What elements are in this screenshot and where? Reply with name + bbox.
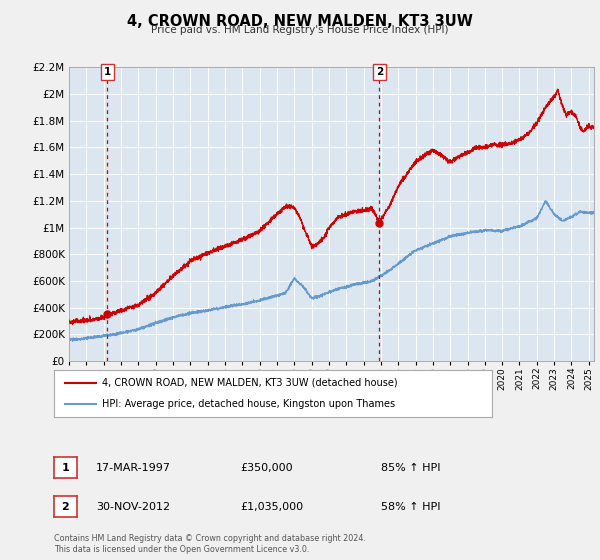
Text: HPI: Average price, detached house, Kingston upon Thames: HPI: Average price, detached house, King… [102, 399, 395, 409]
Text: 2: 2 [62, 502, 69, 512]
Text: £1,035,000: £1,035,000 [240, 502, 303, 512]
Text: 2: 2 [376, 67, 383, 77]
Text: 30-NOV-2012: 30-NOV-2012 [96, 502, 170, 512]
Text: 58% ↑ HPI: 58% ↑ HPI [381, 502, 440, 512]
Text: This data is licensed under the Open Government Licence v3.0.: This data is licensed under the Open Gov… [54, 545, 310, 554]
Text: 1: 1 [62, 463, 69, 473]
Text: Contains HM Land Registry data © Crown copyright and database right 2024.: Contains HM Land Registry data © Crown c… [54, 534, 366, 543]
Text: 4, CROWN ROAD, NEW MALDEN, KT3 3UW: 4, CROWN ROAD, NEW MALDEN, KT3 3UW [127, 14, 473, 29]
Text: Price paid vs. HM Land Registry's House Price Index (HPI): Price paid vs. HM Land Registry's House … [151, 25, 449, 35]
Text: 1: 1 [104, 67, 111, 77]
Text: 85% ↑ HPI: 85% ↑ HPI [381, 463, 440, 473]
Text: 17-MAR-1997: 17-MAR-1997 [96, 463, 171, 473]
Text: £350,000: £350,000 [240, 463, 293, 473]
Text: 4, CROWN ROAD, NEW MALDEN, KT3 3UW (detached house): 4, CROWN ROAD, NEW MALDEN, KT3 3UW (deta… [102, 378, 398, 388]
